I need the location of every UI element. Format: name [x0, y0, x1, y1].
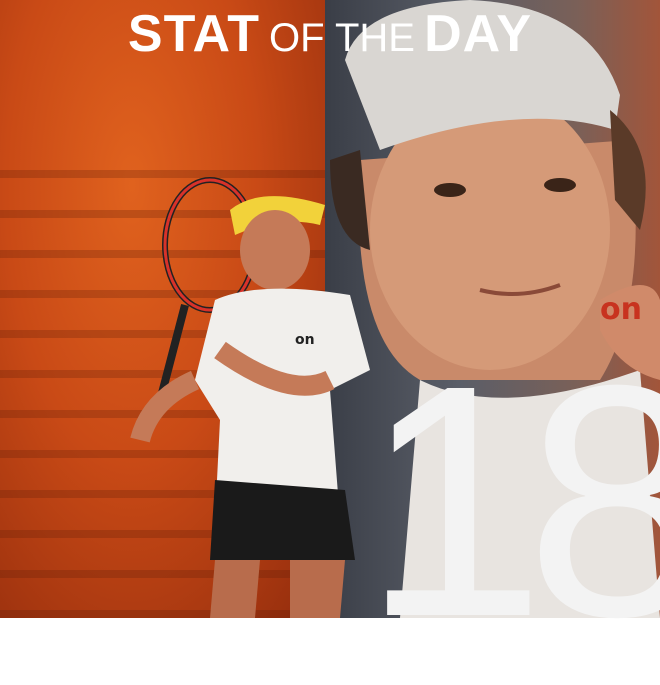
shirt-logo: on — [295, 332, 315, 348]
portrait-shirt-logo: on — [600, 292, 642, 327]
headline-day: DAY — [424, 5, 533, 63]
headline-stat: STAT — [127, 5, 260, 63]
shorts — [210, 480, 355, 560]
cap — [345, 0, 620, 150]
portrait — [330, 0, 660, 618]
headline: STAT OF THE DAY — [0, 4, 660, 64]
player-illustration — [130, 0, 660, 618]
stat-number: 18 — [362, 316, 660, 685]
headline-of-the: OF THE — [269, 16, 415, 60]
tennis-player — [130, 177, 370, 618]
